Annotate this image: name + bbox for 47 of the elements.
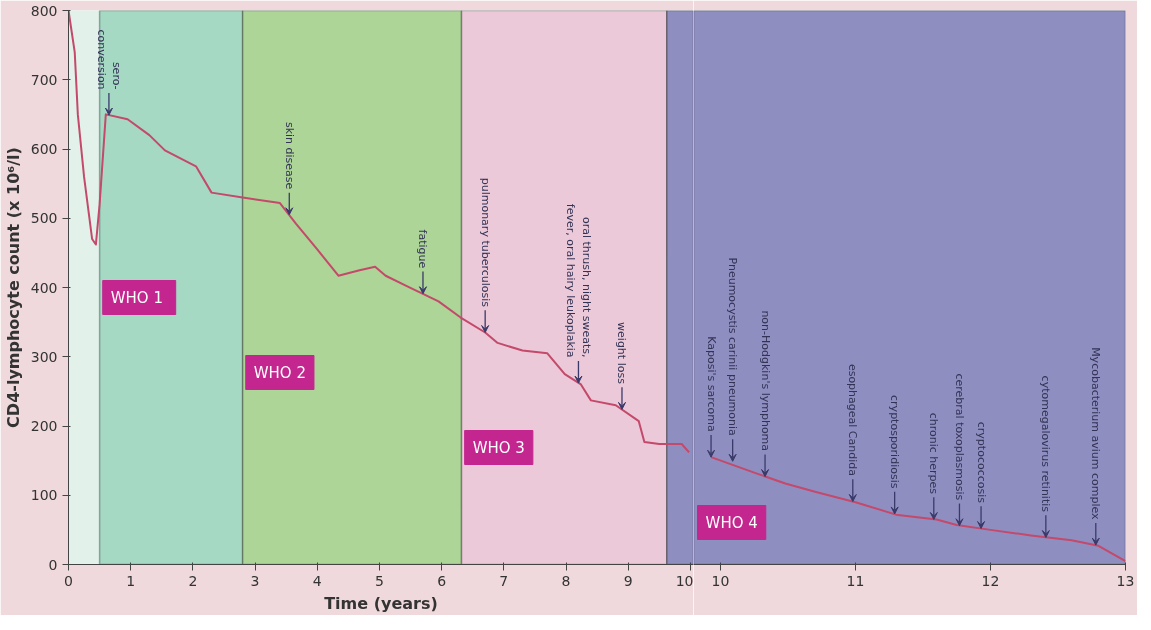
y-tick-label: 100 <box>30 487 58 504</box>
annotation: pulmonary tuberculosis <box>478 177 492 308</box>
annotation: Mycobacterium avium complex <box>1089 347 1103 521</box>
y-tick-label: 300 <box>30 348 58 365</box>
annotation: skin disease <box>282 121 296 190</box>
x-tick-label: 6 <box>437 572 447 589</box>
band-label: WHO 1 <box>110 288 163 307</box>
y-tick-label: 400 <box>30 279 58 296</box>
x-tick-label: 9 <box>623 572 633 589</box>
x-tick-label: 2 <box>188 572 198 589</box>
x-tick-label: 11 <box>846 572 865 589</box>
y-axis-title: CD4-lymphocyte count (x 10⁶/l) <box>3 147 23 428</box>
x-tick-label: 3 <box>250 572 260 589</box>
band-label: WHO 4 <box>705 513 758 532</box>
y-tick-label: 500 <box>30 210 58 227</box>
annotation: Kaposi's sarcoma <box>704 336 718 432</box>
band-label: WHO 2 <box>253 363 306 382</box>
annotation: cytomegalovirus retinitis <box>1039 375 1053 513</box>
x-tick-label: 8 <box>561 572 571 589</box>
annotation: non-Hodgkin's lymphoma <box>758 310 772 452</box>
annotation: cryptosporidiosis <box>888 395 902 489</box>
annotation: oral thrush, night sweats, fever, oral hairy leukoplakia <box>564 203 593 358</box>
y-tick-label: 700 <box>30 71 58 88</box>
annotation: cryptococcosis <box>974 421 988 504</box>
annotation: weight loss <box>615 322 629 385</box>
x-tick-label: 0 <box>64 572 73 589</box>
y-tick-label: 200 <box>30 418 58 434</box>
annotation: chronic herpes <box>927 412 941 495</box>
x-tick-label: 4 <box>312 572 322 589</box>
x-tick-label: 10 <box>711 572 730 589</box>
x-axis-title: Time (years) <box>324 593 438 613</box>
x-tick-label: 7 <box>499 572 509 589</box>
y-tick-label: 0 <box>48 556 58 573</box>
line-series <box>68 10 691 454</box>
x-tick-label: 1 <box>126 572 136 589</box>
x-tick-label: 13 <box>1116 572 1135 589</box>
x-tick-label: 10 <box>675 572 694 589</box>
x-tick-label: 5 <box>374 572 384 589</box>
annotation: Pneumocystis carinii pneumonia <box>726 257 740 436</box>
band-label: WHO 3 <box>472 438 525 457</box>
y-tick-label: 800 <box>30 2 58 19</box>
annotation: cerebral toxoplasmosis <box>952 373 966 501</box>
annotation: fatigue <box>416 229 430 269</box>
annotation: sero- conversion <box>94 29 124 90</box>
y-tick-label: 600 <box>30 141 58 157</box>
x-tick-label: 12 <box>981 572 1000 589</box>
annotation: esophageal Candida <box>846 363 860 476</box>
